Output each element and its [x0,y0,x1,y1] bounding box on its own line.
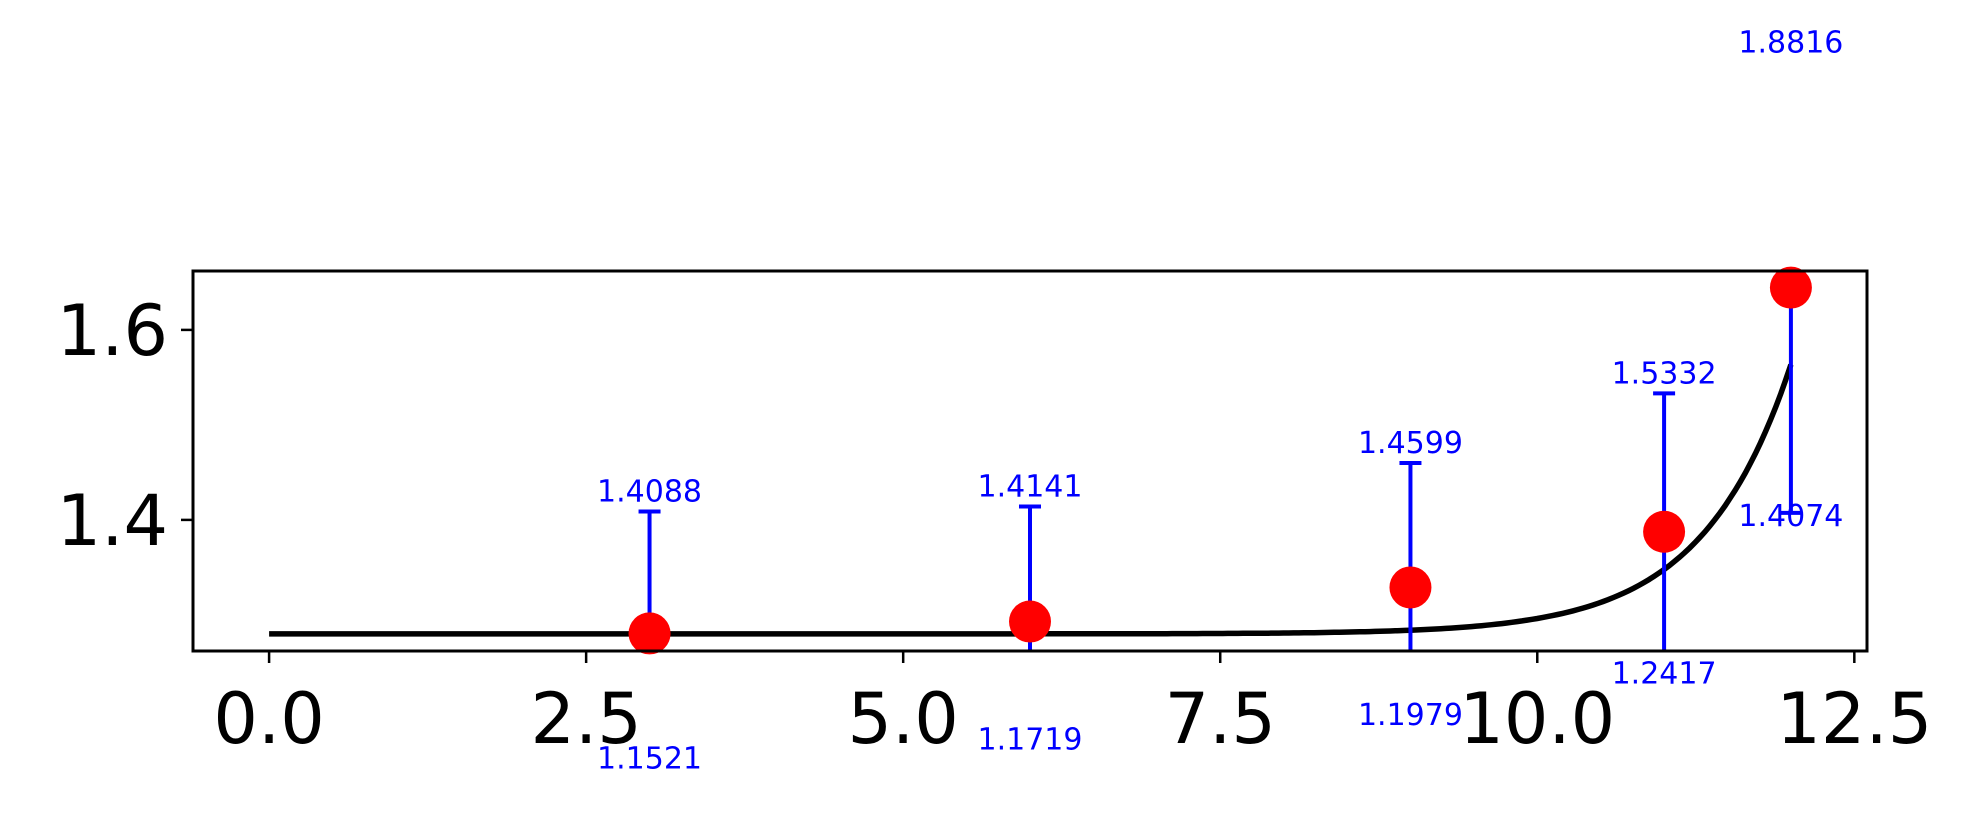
upper-error-label: 1.8816 [1738,25,1843,60]
y-axis: 1.4 1.6 [57,290,193,562]
y-tick-label: 1.4 [57,480,168,562]
upper-error-label: 1.5332 [1612,356,1717,391]
lower-error-label: 1.4074 [1738,499,1843,534]
x-tick-label: 5.0 [848,678,959,760]
upper-error-label: 1.4141 [978,470,1083,505]
x-tick-label: 2.5 [530,678,641,760]
data-point [1643,510,1686,553]
x-axis: 0.0 2.5 5.0 7.5 10.0 12.5 [213,651,1932,760]
x-tick-label: 12.5 [1776,678,1932,760]
data-point [1769,266,1812,309]
data-point [1389,566,1432,609]
x-tick-label: 10.0 [1459,678,1615,760]
data-point [628,612,671,655]
error-label-layer: 1.4088 1.1521 1.4141 1.1719 1.4599 1.1979 1.53… [597,25,1843,776]
upper-error-label: 1.4088 [597,475,702,510]
x-tick-label: 7.5 [1165,678,1276,760]
lower-error-label: 1.2417 [1612,656,1717,691]
lower-error-label: 1.1979 [1358,698,1463,733]
y-tick-label: 1.6 [57,290,168,372]
plot-frame [191,269,1869,653]
upper-error-label: 1.4599 [1358,426,1463,461]
data-point [1009,600,1051,643]
data-point-layer [628,266,1812,655]
lower-error-label: 1.1719 [978,723,1083,758]
x-tick-label: 0.0 [213,678,324,760]
lower-error-label: 1.1521 [597,741,702,776]
